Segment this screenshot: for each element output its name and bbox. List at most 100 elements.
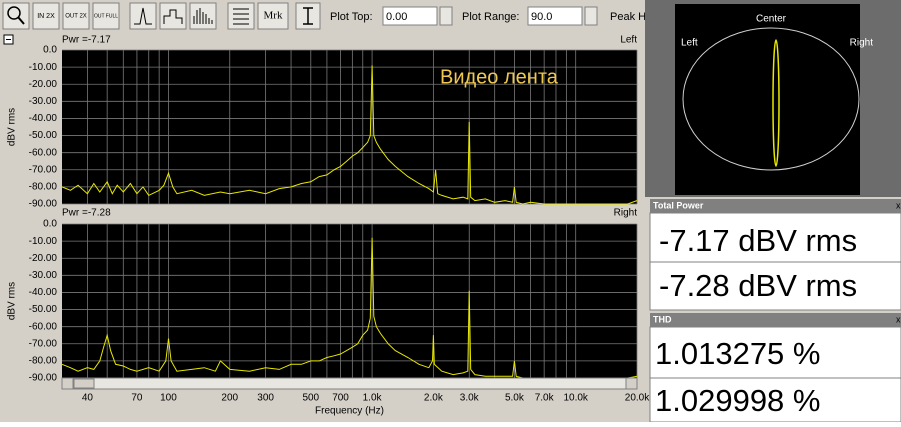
plot-top-value: 0.00: [386, 11, 407, 23]
plot-range-input[interactable]: [527, 6, 583, 26]
spectrum-charts: Pwr =-7.17 Left 0.0 -10.00 -20.00 -30.00 -40.0…: [7, 35, 651, 417]
scope-right-label: Right: [850, 38, 874, 49]
y-tick-label: -70.00: [29, 164, 58, 175]
y-tick-label: -70.00: [29, 338, 58, 349]
scope-display: [675, 4, 860, 195]
line-mode-button[interactable]: [129, 2, 157, 30]
plot-range-value: 90.0: [531, 11, 552, 23]
x-tick-label: 1.0k: [363, 393, 383, 404]
y-tick-label: -20.00: [29, 253, 58, 264]
toolbar: IN 2X OUT 2X OUT FULL Mrk Plot Top: 0.00…: [2, 2, 652, 30]
x-axis-label: Frequency (Hz): [315, 406, 384, 417]
y-axis-label: dBV rms: [7, 282, 18, 320]
scrollbar: [61, 377, 638, 390]
panel-title-bar: [650, 199, 901, 213]
scope-panel: Center Left Right: [645, 0, 901, 197]
y-tick-label: -40.00: [29, 287, 58, 298]
channel-power: Pwr =-7.28: [62, 208, 111, 219]
scroll-right[interactable]: [625, 377, 638, 390]
panel-title: Total Power: [653, 200, 704, 210]
x-tick-label: 100: [160, 393, 177, 404]
scroll-left[interactable]: [61, 377, 74, 390]
y-tick-label: -80.00: [29, 182, 58, 193]
y-tick-label: -10.00: [29, 62, 58, 73]
plot-area: [62, 50, 637, 204]
scroll-thumb[interactable]: [73, 378, 95, 389]
panel-title-bar: [650, 313, 901, 327]
channel-name: Right: [614, 208, 638, 219]
zoom-out-label: OUT 2X: [65, 14, 87, 20]
magnifier-icon: [17, 16, 25, 25]
y-tick-label: -30.00: [29, 96, 58, 107]
y-tick-label: -50.00: [29, 304, 58, 315]
x-tick-label: 10.0k: [563, 393, 588, 404]
y-tick-label: -90.00: [29, 199, 58, 210]
plot-area: [62, 224, 637, 378]
thd-panel: THD x 1.013275 % 1.029998 %: [649, 313, 901, 423]
plot-range-spinner[interactable]: [584, 6, 598, 26]
zoom-out-button[interactable]: [62, 2, 90, 30]
close-button[interactable]: x: [896, 314, 901, 324]
y-tick-label: -60.00: [29, 321, 58, 332]
y-tick-label: -40.00: [29, 113, 58, 124]
y-tick-label: -80.00: [29, 356, 58, 367]
x-tick-label: 300: [257, 393, 274, 404]
x-tick-label: 40: [82, 393, 94, 404]
x-tick-label: 3.0k: [460, 393, 480, 404]
x-tick-label: 70: [131, 393, 143, 404]
y-tick-label: -20.00: [29, 79, 58, 90]
zoom-in-button[interactable]: [32, 2, 60, 30]
spectrum-line: [61, 65, 638, 205]
x-tick-label: 7.0k: [535, 393, 555, 404]
channel-name: Left: [620, 35, 637, 46]
list-icon: [233, 8, 249, 25]
marker-label: Mrk: [264, 10, 283, 22]
thd-value: 1.013275 %: [655, 336, 820, 371]
zoom-in-label: IN 2X: [37, 13, 55, 20]
line-icon: [134, 7, 152, 25]
close-button[interactable]: x: [896, 200, 901, 210]
y-tick-label: 0.0: [43, 45, 57, 56]
step-icon: [163, 9, 183, 24]
y-tick-label: -90.00: [29, 373, 58, 384]
power-value: -7.28 dBV rms: [659, 268, 857, 303]
plot-top-label: Plot Top:: [330, 11, 373, 23]
x-tick-label: 500: [302, 393, 319, 404]
peak-hold-label: Peak Ho: [610, 11, 652, 23]
y-tick-label: -10.00: [29, 236, 58, 247]
bars-icon: [193, 8, 213, 24]
annotation: Видео лента: [440, 66, 559, 88]
y-tick-label: -50.00: [29, 130, 58, 141]
x-tick-label: 700: [332, 393, 349, 404]
y-axis-label: dBV rms: [7, 108, 18, 146]
x-tick-label: 2.0k: [424, 393, 444, 404]
channel-power: Pwr =-7.17: [62, 35, 111, 46]
total-power-panel: Total Power x -7.17 dBV rms -7.28 dBV rm…: [649, 199, 901, 311]
x-tick-label: 5.0k: [505, 393, 525, 404]
cursor-icon: [303, 7, 313, 25]
panel-title: THD: [653, 314, 672, 324]
magnifier-icon: [7, 6, 21, 20]
scope-circle: [682, 27, 860, 171]
lissajous-trace: [772, 39, 780, 167]
x-tick-label: 200: [221, 393, 238, 404]
scroll-track[interactable]: [61, 377, 638, 390]
plot-top-input[interactable]: [382, 6, 438, 26]
list-button[interactable]: [227, 2, 255, 30]
spectrum-line: [61, 237, 638, 379]
plot-range-label: Plot Range:: [462, 11, 519, 23]
thd-value: 1.029998 %: [655, 383, 820, 418]
y-tick-label: 0.0: [43, 219, 57, 230]
scope-left-label: Left: [681, 38, 698, 49]
zoom-full-button[interactable]: [92, 2, 120, 30]
scope-center-label: Center: [756, 14, 787, 25]
power-value: -7.17 dBV rms: [659, 223, 857, 258]
zoom-full-label: OUT FULL: [94, 13, 118, 19]
y-tick-label: -60.00: [29, 147, 58, 158]
marker-button[interactable]: [257, 2, 289, 30]
y-tick-label: -30.00: [29, 270, 58, 281]
plot-top-spinner[interactable]: [439, 6, 453, 26]
panel-body: [649, 326, 901, 423]
